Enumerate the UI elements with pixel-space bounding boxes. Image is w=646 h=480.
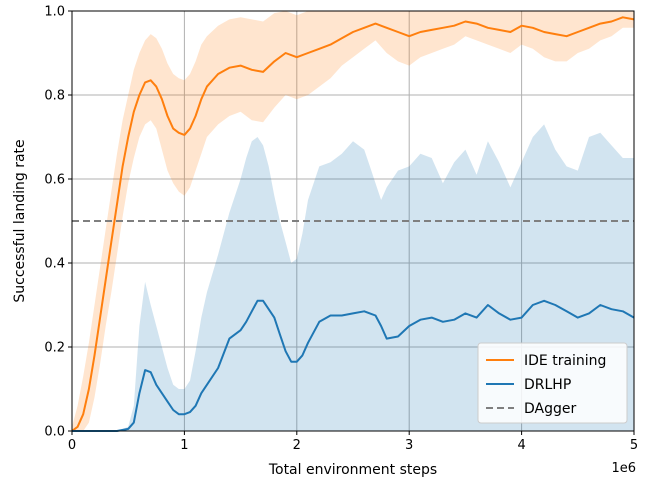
legend-box	[477, 342, 628, 424]
y-axis-label: Successful landing rate	[12, 139, 28, 302]
y-tick-label: 0.8	[44, 89, 65, 104]
x-tick-label: 4	[517, 438, 525, 453]
series-lines	[71, 16, 635, 432]
legend-label: DRLHP	[524, 377, 571, 393]
legend-label: IDE training	[524, 353, 606, 369]
x-tick-label: 1	[180, 438, 188, 453]
confidence-band	[72, 11, 634, 431]
x-tick-label: 0	[68, 438, 76, 453]
axis-ticks: 0 1 2 3 4 5 0.0 0.2 0.4 0.6 0.8 1.0	[44, 5, 638, 454]
y-tick-label: 0.6	[44, 173, 65, 188]
x-multiplier-label: 1e6	[611, 461, 636, 476]
series-line	[72, 299, 635, 432]
plot-frame	[71, 10, 635, 432]
y-tick-label: 1.0	[44, 5, 65, 20]
x-tick-label: 3	[405, 438, 413, 453]
y-tick-label: 0.4	[44, 257, 65, 272]
legend-label: DAgger	[524, 401, 576, 417]
legend: IDE training DRLHP DAgger	[477, 342, 628, 424]
series-line	[71, 16, 635, 432]
y-tick-label: 0.2	[44, 341, 65, 356]
x-axis-label: Total environment steps	[268, 462, 437, 478]
x-tick-label: 5	[630, 438, 638, 453]
y-tick-label: 0.0	[44, 425, 65, 440]
x-tick-label: 2	[293, 438, 301, 453]
